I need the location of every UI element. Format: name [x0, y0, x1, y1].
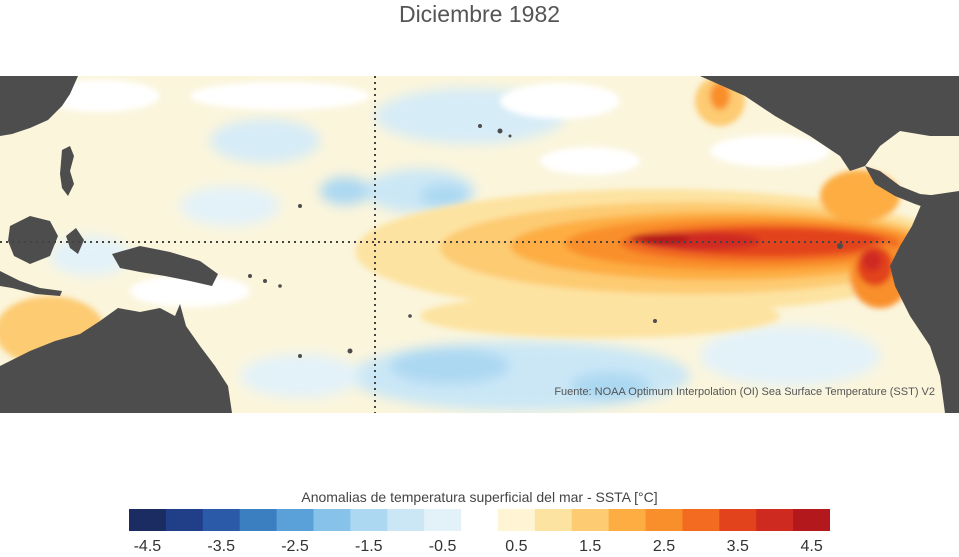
warm-anomaly-tongue — [0, 76, 955, 366]
colorbar-swatch — [793, 509, 830, 531]
philippines-islands — [60, 146, 74, 196]
sulawesi-island — [66, 228, 84, 254]
colorbar-swatch — [350, 509, 388, 531]
borneo-island — [8, 216, 58, 264]
colorbar-tick-label: -2.5 — [281, 538, 309, 555]
colorbar-tick-label: 1.5 — [579, 538, 602, 555]
reference-lines — [0, 76, 890, 413]
colorbar-tick-labels: -4.5 -3.5 -2.5 -1.5 -0.5 0.5 1.5 2.5 3.5 4.5 — [0, 538, 959, 557]
sst-anomaly-map — [0, 76, 959, 413]
asia-mainland — [0, 76, 78, 136]
colorbar-tick-label: 3.5 — [726, 538, 749, 555]
colorbar-tick-label: 0.5 — [505, 538, 528, 555]
colorbar-swatch — [313, 509, 351, 531]
colorbar-swatch — [534, 509, 573, 531]
colorbar-swatch — [424, 509, 462, 531]
new-guinea-island — [112, 246, 218, 286]
colorbar-tick-label: -1.5 — [355, 538, 383, 555]
colorbar-swatch — [756, 509, 794, 531]
cool-anomaly-patches — [50, 88, 880, 411]
colorbar-swatch — [387, 509, 425, 531]
colorbar-swatch — [461, 509, 499, 531]
colorbar-tick-label: 4.5 — [800, 538, 823, 555]
white-near-zero-patches — [40, 80, 830, 307]
colorbar-title: Anomalias de temperatura superficial del… — [301, 489, 658, 505]
colorbar-swatch — [719, 509, 757, 531]
sumatra-java-islands — [0, 271, 62, 296]
colorbar-tick-label: 2.5 — [652, 538, 676, 555]
colorbar-swatch — [645, 509, 684, 531]
colorbar-swatch — [571, 509, 610, 531]
data-source-note: Fuente: NOAA Optimum Interpolation (OI) … — [554, 386, 935, 398]
australia-continent — [0, 304, 232, 413]
colorbar-swatch — [608, 509, 647, 531]
colorbar-swatch — [276, 509, 315, 531]
colorbar-swatch — [239, 509, 278, 531]
colorbar-tick-label: -3.5 — [207, 538, 235, 555]
map-title: Diciembre 1982 — [398, 1, 561, 27]
land-masses — [0, 76, 959, 413]
colorbar-tick-label: -4.5 — [133, 538, 162, 555]
south-america — [890, 191, 959, 413]
colorbar-tick-label: -0.5 — [428, 538, 457, 555]
north-america — [700, 76, 959, 171]
colorbar-swatch — [165, 509, 204, 531]
colorbar-swatch — [682, 509, 720, 531]
colorbar-swatch — [129, 509, 167, 531]
colorbar-swatch — [202, 509, 241, 531]
colorbar-swatch — [497, 509, 536, 531]
colorbar — [129, 509, 830, 531]
